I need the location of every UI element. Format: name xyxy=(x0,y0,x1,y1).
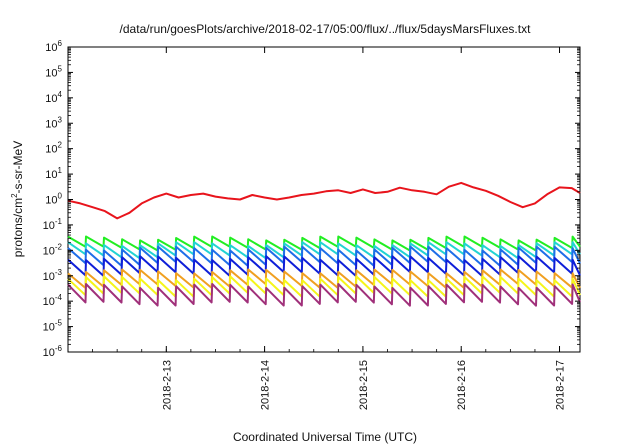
x-tick-label: 2018-2-13 xyxy=(161,360,173,410)
y-tick-label: 10-4 xyxy=(43,293,63,308)
y-axis-label-sup: 2 xyxy=(10,193,19,198)
series-line-8 xyxy=(67,283,581,307)
y-tick-label: 101 xyxy=(45,166,62,181)
series-line-1 xyxy=(67,181,581,220)
y-tick-label: 105 xyxy=(45,64,62,79)
y-tick-label: 104 xyxy=(45,90,62,105)
x-tick-label: 2018-2-17 xyxy=(555,360,567,410)
y-axis-label-prefix: protons/cm xyxy=(11,198,25,257)
y-tick-label: 10-5 xyxy=(43,319,63,334)
y-tick-label: 103 xyxy=(45,115,62,130)
y-tick-label: 102 xyxy=(45,141,62,156)
y-axis: 10-6 10-5 10-4 10-3 10-2 10-1 100 101 102 103 104 1… xyxy=(43,39,580,359)
y-tick-label: 10-6 xyxy=(43,344,63,359)
plot-frame xyxy=(67,46,581,353)
y-axis-label: protons/cm2-s-sr-MeV xyxy=(10,141,25,257)
y-tick-label: 10-1 xyxy=(43,217,63,232)
y-tick-label: 100 xyxy=(45,192,62,207)
x-tick-label: 2018-2-16 xyxy=(456,360,468,410)
y-tick-label: 106 xyxy=(45,39,62,54)
x-tick-label: 2018-2-15 xyxy=(358,360,370,410)
y-axis-label-suffix: -s-sr-MeV xyxy=(11,141,25,194)
chart-title: /data/run/goesPlots/archive/2018-02-17/0… xyxy=(120,22,532,36)
series-line-5 xyxy=(67,255,581,277)
y-tick-label: 10-2 xyxy=(43,242,63,257)
x-tick-label: 2018-2-14 xyxy=(260,360,272,410)
x-axis: 2018-2-13 2018-2-14 2018-2-15 2018-2-16 2018… xyxy=(67,47,567,410)
series-layer xyxy=(67,181,581,307)
y-tick-label: 10-3 xyxy=(43,268,63,283)
x-axis-label: Coordinated Universal Time (UTC) xyxy=(233,430,417,444)
